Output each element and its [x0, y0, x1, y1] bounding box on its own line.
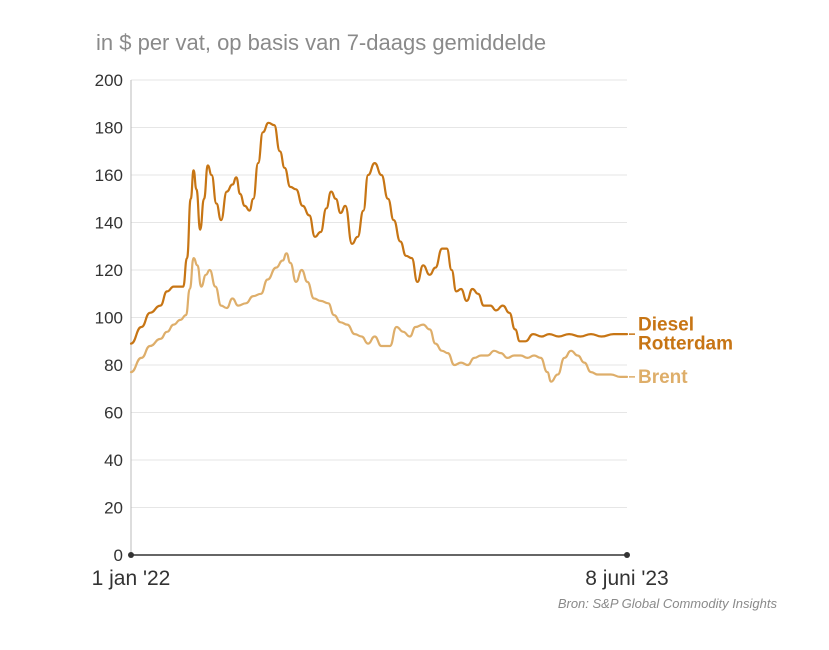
y-tick-label: 60	[104, 404, 123, 423]
series-lines	[129, 121, 629, 383]
axes	[128, 80, 630, 558]
y-tick-label: 120	[95, 261, 123, 280]
y-tick-label: 180	[95, 119, 123, 138]
series-label-diesel-rotterdam: Diesel	[638, 315, 694, 336]
y-tick-label: 80	[104, 356, 123, 375]
y-tick-label: 0	[114, 546, 123, 565]
y-tick-label: 140	[95, 214, 123, 233]
series-label-diesel-rotterdam: Rotterdam	[638, 334, 733, 355]
x-axis-start-dot	[128, 552, 134, 558]
y-tick-label: 100	[95, 309, 123, 328]
x-tick-label-end: 8 juni '23	[585, 567, 668, 590]
chart-subtitle: in $ per vat, op basis van 7-daags gemid…	[96, 30, 547, 55]
source-note: Bron: S&P Global Commodity Insights	[557, 596, 777, 611]
series-line-diesel-rotterdam	[129, 121, 629, 345]
y-tick-label: 20	[104, 499, 123, 518]
grid-lines	[131, 79, 627, 508]
y-tick-label: 200	[95, 71, 123, 90]
y-axis-ticks: 0 20 40 60 80 100 120 140 160 180 200	[95, 71, 123, 565]
x-tick-label-start: 1 jan '22	[92, 567, 171, 590]
y-tick-label: 40	[104, 451, 123, 470]
series-line-brent	[129, 252, 629, 383]
series-label-brent: Brent	[638, 367, 688, 388]
x-axis-end-dot	[624, 552, 630, 558]
x-axis-ticks: 1 jan '22 8 juni '23	[92, 567, 669, 590]
y-tick-label: 160	[95, 166, 123, 185]
